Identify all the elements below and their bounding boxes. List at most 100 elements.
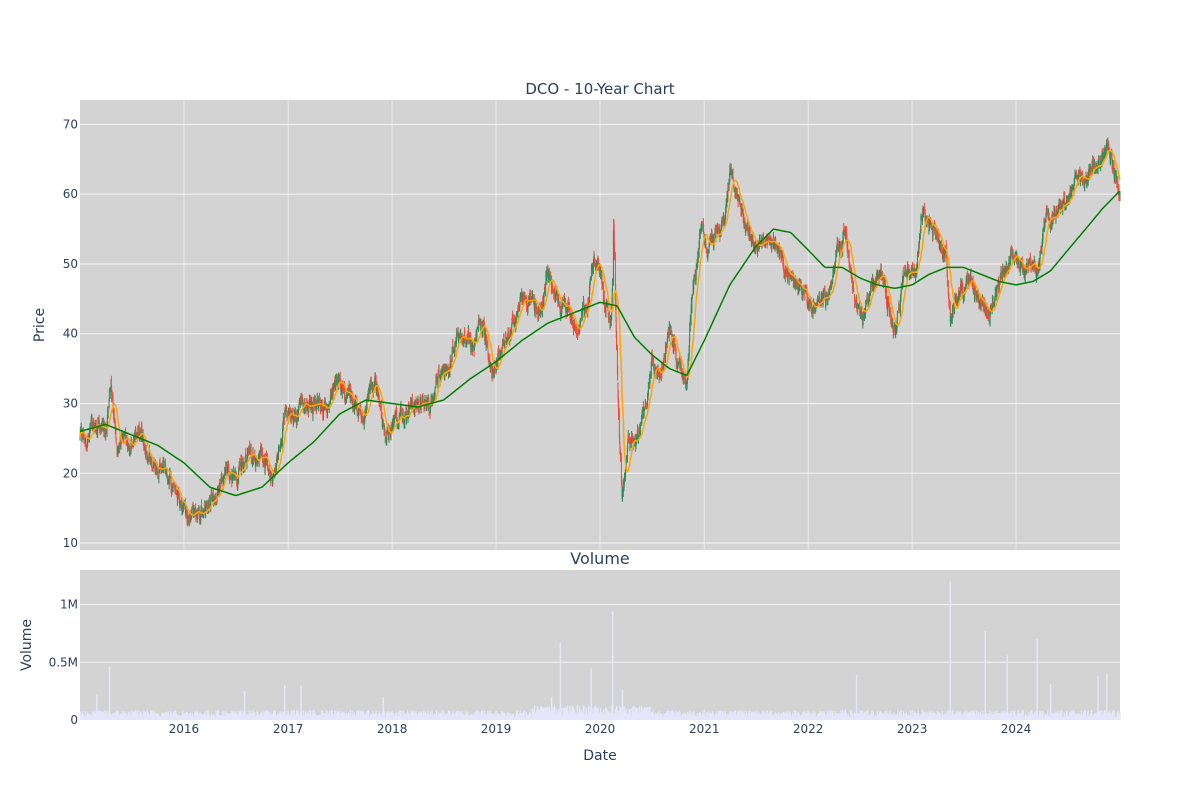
candle-body — [572, 321, 573, 326]
candle-body — [1003, 272, 1004, 274]
candle-body — [734, 188, 735, 189]
candle-body — [660, 373, 661, 376]
candle-body — [343, 387, 344, 390]
candle-body — [999, 285, 1000, 291]
candle-body — [546, 272, 547, 279]
candle-body — [1005, 269, 1006, 273]
candle-body — [363, 419, 364, 422]
candle-body — [931, 223, 932, 227]
candle-body — [124, 434, 125, 436]
candle-body — [1038, 269, 1039, 273]
candle-body — [172, 486, 173, 489]
candle-body — [554, 292, 555, 297]
candle-body — [160, 463, 161, 467]
candle-body — [283, 416, 284, 420]
candle-body — [810, 303, 811, 304]
candle-body — [778, 248, 779, 252]
candle-body — [965, 288, 966, 289]
candle-body — [989, 313, 990, 319]
candle-body — [499, 352, 500, 357]
candle-body — [192, 508, 193, 510]
candle-body — [612, 280, 613, 287]
candle-body — [156, 469, 157, 470]
candle-body — [819, 302, 820, 303]
candle-body — [859, 303, 860, 307]
candle-body — [606, 304, 607, 306]
candle-body — [465, 339, 466, 340]
candle-body — [259, 451, 260, 457]
candle-body — [802, 291, 803, 295]
candle-body — [716, 231, 717, 232]
candle-body — [357, 410, 358, 411]
candle-body — [393, 421, 394, 427]
candle-body — [744, 222, 745, 224]
candle-body — [385, 432, 386, 438]
candle-body — [784, 269, 785, 274]
candle-body — [212, 492, 213, 498]
candle-body — [668, 331, 669, 334]
candle-body — [86, 447, 87, 449]
candle-body — [652, 359, 653, 363]
candle-body — [570, 317, 571, 321]
candle-body — [1045, 222, 1046, 226]
candle-body — [1065, 209, 1066, 210]
candle-body — [459, 337, 460, 338]
candle-body — [337, 376, 338, 382]
candle-body — [865, 302, 866, 309]
candle-body — [889, 309, 890, 312]
candle-body — [439, 369, 440, 375]
candle-body — [700, 231, 701, 235]
candle-body — [245, 453, 246, 461]
candle-body — [299, 404, 300, 405]
candle-body — [654, 370, 655, 374]
candle-body — [935, 228, 936, 233]
candle-body — [748, 230, 749, 234]
candle-body — [979, 302, 980, 304]
candle-body — [339, 378, 340, 380]
candle-body — [351, 397, 352, 398]
candle-body — [692, 295, 693, 299]
candle-body — [835, 262, 836, 266]
candle-body — [628, 436, 629, 438]
candle-body — [158, 477, 159, 478]
candle-body — [281, 443, 282, 445]
candle-body — [859, 309, 860, 310]
candle-body — [1049, 217, 1050, 220]
candle-body — [619, 438, 620, 443]
candle-body — [545, 282, 546, 291]
candle-body — [481, 323, 482, 324]
candle-body — [301, 398, 302, 400]
candle-body — [627, 452, 628, 462]
candle-body — [501, 351, 502, 352]
candle-body — [620, 453, 621, 456]
candle-body — [277, 458, 278, 460]
candle-body — [409, 407, 410, 414]
candle-body — [229, 478, 230, 479]
candle-body — [538, 308, 539, 314]
candle-body — [466, 343, 467, 344]
candle-body — [532, 295, 533, 296]
candle-body — [959, 292, 960, 296]
candle-body — [780, 251, 781, 253]
candle-body — [712, 234, 713, 237]
candle-body — [736, 189, 737, 196]
candle-body — [437, 379, 438, 381]
candle-body — [108, 410, 109, 415]
candle-body — [699, 240, 700, 246]
candle-body — [946, 246, 947, 249]
candle-body — [740, 204, 741, 205]
candle-body — [287, 412, 288, 416]
candle-body — [943, 250, 944, 258]
candle-body — [847, 245, 848, 254]
candle-body — [794, 281, 795, 286]
candle-body — [548, 275, 549, 280]
candle-body — [1001, 270, 1002, 275]
candle-body — [977, 295, 978, 296]
candle-body — [134, 436, 135, 440]
candle-body — [489, 361, 490, 362]
candle-body — [732, 173, 733, 177]
candle-body — [1023, 268, 1024, 272]
candle-body — [1039, 263, 1040, 268]
candle-body — [696, 270, 697, 275]
